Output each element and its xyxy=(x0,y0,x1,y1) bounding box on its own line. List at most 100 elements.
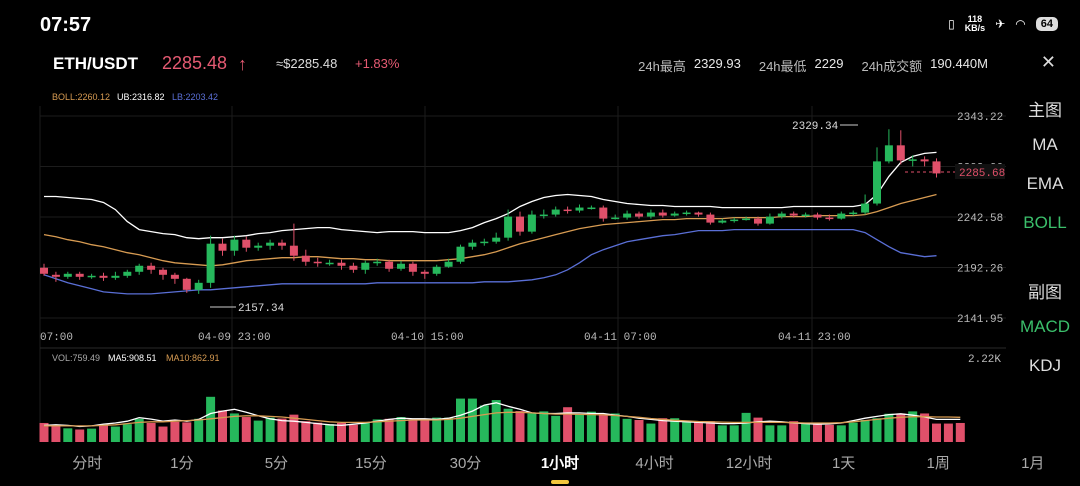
volume-bar xyxy=(337,422,346,442)
stat-turnover-value: 190.440M xyxy=(930,56,988,71)
candle-body xyxy=(289,245,298,256)
candle-body xyxy=(706,214,715,223)
candle-body xyxy=(456,246,465,262)
indicator-macd[interactable]: MACD xyxy=(1019,317,1071,336)
volume-bar xyxy=(932,423,941,442)
volume-bar xyxy=(158,426,168,442)
candle-body xyxy=(218,243,227,251)
usd-price: ≈$2285.48 xyxy=(276,56,338,71)
volume-bar xyxy=(943,423,953,442)
volume-bar xyxy=(444,417,454,442)
interval-tab[interactable]: 1分 xyxy=(170,455,194,472)
interval-tab[interactable]: 分时 xyxy=(72,455,103,472)
volume-bar xyxy=(789,421,799,442)
volume-bar xyxy=(408,419,418,442)
volume-bar xyxy=(872,418,882,442)
candle-body xyxy=(194,282,203,290)
volume-bar xyxy=(658,418,668,442)
volume-bar xyxy=(717,425,727,442)
indicator-kdj[interactable]: KDJ xyxy=(1028,356,1062,375)
volume-bar xyxy=(87,428,97,442)
candlestick-chart[interactable]: BOLL:2260.12 UB:2316.82 LB:2203.42 2343.… xyxy=(0,86,1008,444)
candle-body xyxy=(135,265,144,272)
candle-body xyxy=(361,262,370,270)
volume-bar xyxy=(586,411,596,442)
volume-bar xyxy=(527,413,537,442)
volume-bar xyxy=(372,419,382,442)
interval-tab[interactable]: 1月 xyxy=(1021,455,1045,472)
candle-body xyxy=(313,261,322,264)
vol-axis-max: 2.22K xyxy=(968,354,1001,366)
candle-body xyxy=(730,219,739,222)
candle-body xyxy=(385,261,394,269)
volume-bar xyxy=(908,411,918,442)
volume-bar xyxy=(753,417,763,442)
candle-body xyxy=(670,213,679,216)
volume-bar xyxy=(670,418,680,442)
candle-body xyxy=(408,263,417,272)
volume-bar xyxy=(146,422,156,442)
change-percent: +1.83% xyxy=(355,56,400,71)
candle-body xyxy=(718,220,727,223)
candle-body xyxy=(111,275,120,278)
current-price-tag: 2285.68 xyxy=(959,168,1005,180)
volume-bar xyxy=(955,422,965,442)
interval-tab[interactable]: 1周 xyxy=(926,455,950,472)
lb-value: LB:2203.42 xyxy=(172,92,218,102)
candle-body xyxy=(599,207,608,219)
volume-bar xyxy=(884,413,894,442)
candle-body xyxy=(611,217,620,220)
volume-bar xyxy=(729,425,739,442)
interval-tab[interactable]: 12小时 xyxy=(725,455,773,472)
candle-body xyxy=(206,243,215,283)
candle-body xyxy=(563,209,572,212)
volume-bar xyxy=(848,422,858,442)
candle-body xyxy=(825,217,834,220)
volume-bar xyxy=(348,424,358,442)
price-axis-label: 2141.95 xyxy=(957,314,1003,326)
candle-body xyxy=(932,161,941,174)
interval-tab[interactable]: 4小时 xyxy=(635,455,674,472)
candle-body xyxy=(468,242,477,247)
wifi-icon: ◠ xyxy=(1015,17,1026,31)
interval-tab[interactable]: 15分 xyxy=(355,455,387,472)
current-price-tag-bg xyxy=(955,164,1005,179)
indicator-boll[interactable]: BOLL xyxy=(1023,213,1067,232)
high-label: 2329.34 xyxy=(792,121,839,133)
interval-tab-selected[interactable]: 1小时 xyxy=(513,444,608,486)
interval-bar: 分时 1分 5分 15分 30分 1小时 4小时 12小时 1天 1周 1月 xyxy=(40,444,1080,486)
candle-body xyxy=(777,213,786,217)
volume-bar xyxy=(634,420,644,442)
interval-tab[interactable]: 1天 xyxy=(831,455,856,472)
panel-spacer xyxy=(1010,252,1080,278)
interval-tab[interactable]: 5分 xyxy=(264,455,289,472)
indicator-ma[interactable]: MA xyxy=(1032,135,1058,154)
last-price: 2285.48 xyxy=(162,53,228,73)
volume-bar xyxy=(182,422,192,442)
stat-high-value: 2329.93 xyxy=(693,56,741,71)
price-axis-label: 2343.22 xyxy=(957,112,1003,124)
candle-body xyxy=(884,145,893,162)
time-axis-label: 04-11 07:00 xyxy=(584,332,657,344)
candle-body xyxy=(789,213,798,216)
indicator-ema[interactable]: EMA xyxy=(1026,174,1064,193)
net-speed: 118 KB/s xyxy=(964,14,986,33)
volume-ma10-line xyxy=(44,411,961,427)
close-icon[interactable]: ✕ xyxy=(1040,52,1056,72)
pair-title[interactable]: ETH/USDT xyxy=(53,54,138,73)
vol-value: VOL:759.49 xyxy=(52,353,100,363)
candle-body xyxy=(575,207,584,211)
candle-body xyxy=(694,212,703,215)
candle-body xyxy=(742,218,751,221)
volume-bar xyxy=(860,420,870,442)
volume-bar xyxy=(622,418,632,442)
chart-area[interactable]: BOLL:2260.12 UB:2316.82 LB:2203.42 2343.… xyxy=(0,86,1008,449)
volume-bar xyxy=(229,413,239,442)
time-axis-label: 04-11 23:00 xyxy=(778,332,851,344)
volume-bar xyxy=(265,417,275,442)
ma10-value: MA10:862.91 xyxy=(166,353,220,363)
candle-body xyxy=(539,214,548,217)
candle-body xyxy=(325,262,334,265)
candle-body xyxy=(301,255,310,262)
interval-tab[interactable]: 30分 xyxy=(449,455,482,472)
